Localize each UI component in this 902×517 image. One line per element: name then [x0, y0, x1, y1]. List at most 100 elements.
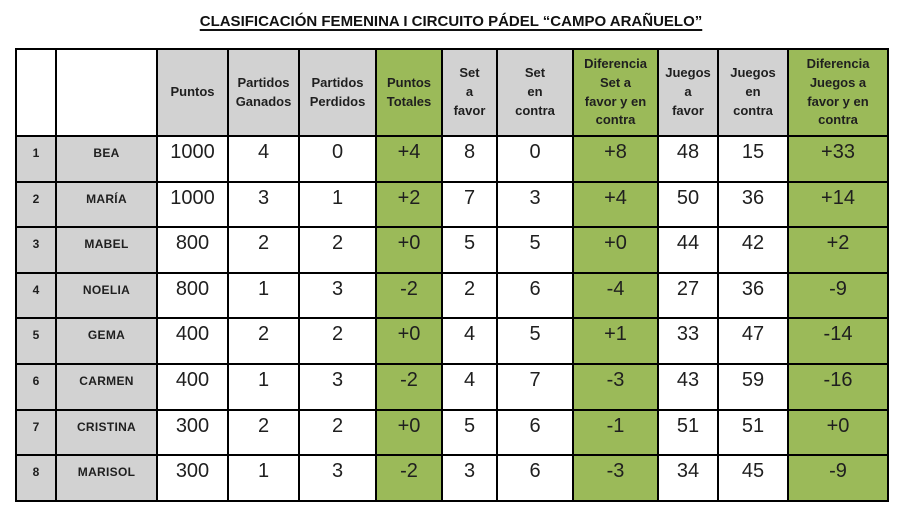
stat-cell: 1	[298, 180, 377, 229]
stat-cell: 3	[298, 454, 377, 502]
stat-cell: -2	[375, 271, 443, 320]
column-header-7: Juegos a favor	[657, 48, 719, 137]
stat-cell: 5	[441, 226, 498, 274]
player-name: CRISTINA	[55, 408, 158, 457]
stat-cell: 0	[298, 135, 377, 183]
stat-cell: 7	[496, 362, 574, 411]
stat-cell: -3	[572, 454, 659, 502]
stat-cell: 51	[657, 408, 719, 457]
stat-cell: 51	[717, 408, 789, 457]
column-header-1: Partidos Ganados	[227, 48, 300, 137]
rank-cell: 7	[15, 408, 57, 457]
stat-cell: 4	[441, 317, 498, 365]
player-name: MARISOL	[55, 454, 158, 502]
rank-cell: 5	[15, 317, 57, 365]
player-name: MABEL	[55, 226, 158, 274]
stat-cell: 2	[227, 317, 300, 365]
stat-cell: 6	[496, 408, 574, 457]
player-name: CARMEN	[55, 362, 158, 411]
table-row: 1 BEA 1000 4 0 +4 8 0 +8 48 15 +33	[15, 135, 889, 183]
stat-cell: +0	[375, 317, 443, 365]
stat-cell: -14	[787, 317, 889, 365]
stat-cell: 47	[717, 317, 789, 365]
stat-cell: 36	[717, 180, 789, 229]
player-name: MARÍA	[55, 180, 158, 229]
stat-cell: +2	[375, 180, 443, 229]
table-row: 5 GEMA 400 2 2 +0 4 5 +1 33 47 -14	[15, 317, 889, 365]
column-header-4: Set a favor	[441, 48, 498, 137]
header-row: Puntos Partidos Ganados Partidos Perdidos P…	[15, 48, 889, 137]
rank-cell: 8	[15, 454, 57, 502]
stat-cell: 400	[156, 317, 229, 365]
stat-cell: +0	[375, 408, 443, 457]
stat-cell: 800	[156, 226, 229, 274]
stat-cell: 3	[298, 271, 377, 320]
stat-cell: 1000	[156, 180, 229, 229]
stat-cell: 8	[441, 135, 498, 183]
stat-cell: 1	[227, 362, 300, 411]
stat-cell: -4	[572, 271, 659, 320]
column-header-2: Partidos Perdidos	[298, 48, 377, 137]
stat-cell: -9	[787, 454, 889, 502]
player-name: GEMA	[55, 317, 158, 365]
stat-cell: +0	[572, 226, 659, 274]
stat-cell: -1	[572, 408, 659, 457]
table-row: 6 CARMEN 400 1 3 -2 4 7 -3 43 59 -16	[15, 362, 889, 411]
stat-cell: 2	[298, 317, 377, 365]
table-row: 8 MARISOL 300 1 3 -2 3 6 -3 34 45 -9	[15, 454, 889, 502]
column-header-0: Puntos	[156, 48, 229, 137]
stat-cell: 4	[227, 135, 300, 183]
table-body: 1 BEA 1000 4 0 +4 8 0 +8 48 15 +33 2 MARÍA 1000 3 1 +2 7 3 +…	[15, 135, 889, 502]
stat-cell: 7	[441, 180, 498, 229]
column-header-9: Diferencia Juegos a favor y en contra	[787, 48, 889, 137]
stat-cell: -9	[787, 271, 889, 320]
stat-cell: 3	[227, 180, 300, 229]
table-row: 3 MABEL 800 2 2 +0 5 5 +0 44 42 +2	[15, 226, 889, 274]
stat-cell: 3	[441, 454, 498, 502]
stat-cell: 2	[441, 271, 498, 320]
stat-cell: 6	[496, 454, 574, 502]
stat-cell: 800	[156, 271, 229, 320]
stat-cell: 300	[156, 454, 229, 502]
stat-cell: -3	[572, 362, 659, 411]
stat-cell: 1	[227, 454, 300, 502]
stat-cell: 5	[496, 317, 574, 365]
stat-cell: 42	[717, 226, 789, 274]
column-header-6: Diferencia Set a favor y en contra	[572, 48, 659, 137]
stat-cell: -2	[375, 454, 443, 502]
stat-cell: 0	[496, 135, 574, 183]
stat-cell: -2	[375, 362, 443, 411]
stat-cell: 34	[657, 454, 719, 502]
stat-cell: +2	[787, 226, 889, 274]
stat-cell: 50	[657, 180, 719, 229]
column-header-3: Puntos Totales	[375, 48, 443, 137]
standings-table: Puntos Partidos Ganados Partidos Perdidos P…	[15, 48, 889, 502]
stat-cell: +0	[787, 408, 889, 457]
stat-cell: 400	[156, 362, 229, 411]
stat-cell: 6	[496, 271, 574, 320]
stat-cell: 2	[227, 226, 300, 274]
rank-cell: 6	[15, 362, 57, 411]
table-row: 4 NOELIA 800 1 3 -2 2 6 -4 27 36 -9	[15, 271, 889, 320]
player-name: NOELIA	[55, 271, 158, 320]
stat-cell: 36	[717, 271, 789, 320]
stat-cell: +14	[787, 180, 889, 229]
stat-cell: +4	[375, 135, 443, 183]
stat-cell: 5	[441, 408, 498, 457]
rank-cell: 4	[15, 271, 57, 320]
player-name: BEA	[55, 135, 158, 183]
rank-cell: 3	[15, 226, 57, 274]
stat-cell: 300	[156, 408, 229, 457]
stat-cell: +4	[572, 180, 659, 229]
stat-cell: 27	[657, 271, 719, 320]
corner-blank-rank	[15, 48, 57, 137]
stat-cell: 33	[657, 317, 719, 365]
stat-cell: 3	[496, 180, 574, 229]
stat-cell: +33	[787, 135, 889, 183]
rank-cell: 1	[15, 135, 57, 183]
stat-cell: +0	[375, 226, 443, 274]
stat-cell: 59	[717, 362, 789, 411]
stat-cell: 3	[298, 362, 377, 411]
corner-blank-name	[55, 48, 158, 137]
